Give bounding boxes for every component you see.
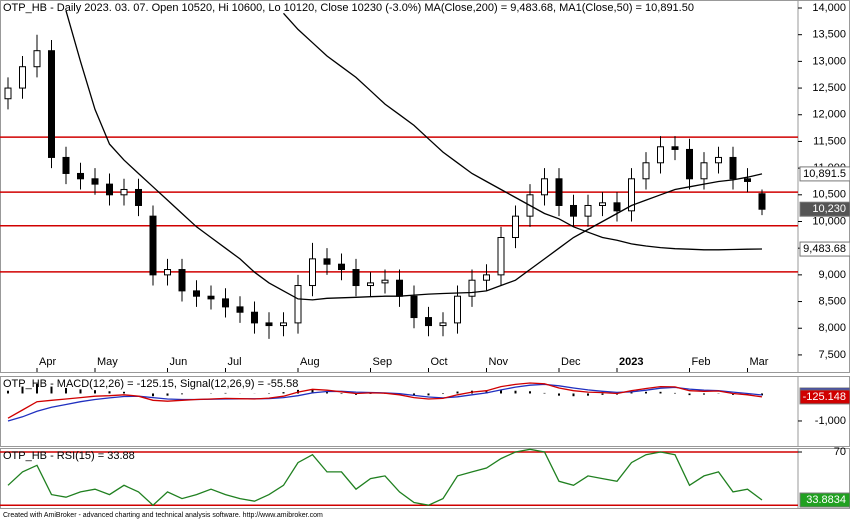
candle-body [570,204,577,217]
y-tick-label: 10,000 [812,215,846,227]
series-line [65,10,763,301]
end-label: -125.148 [803,391,846,403]
candle-body [106,183,113,196]
y-tick-label: 9,000 [818,269,846,281]
candle-body [541,178,548,196]
candle-body [657,146,664,164]
candle-body [33,50,41,68]
end-label: 10,230 [812,203,846,215]
x-tick-label: Aug [300,356,320,368]
candle-body [468,279,476,297]
candle-body [280,322,287,327]
candle-body [149,215,157,276]
x-tick-label: Jun [170,356,188,368]
end-label-box [799,166,850,182]
candle-body [77,172,84,180]
candle-body [729,156,737,180]
candle-body [700,162,708,180]
end-label-box [799,241,850,257]
y-tick-label: 12,000 [812,109,846,121]
y-tick-label: 70 [834,446,846,458]
candle-body [352,269,360,287]
x-tick-label: Mar [750,356,769,368]
candle-body [265,322,273,327]
candle-body [628,178,635,212]
y-tick-label: 14,000 [812,2,846,14]
candle-body [671,146,679,150]
y-tick-label: 11,500 [813,135,846,147]
candle-body [758,193,766,210]
candle-body [164,269,171,276]
x-tick-label: Apr [39,356,56,368]
end-label: 33.8834 [806,494,846,506]
x-tick-label: Jul [228,356,242,368]
candle-body [686,148,693,180]
panel-title: OTP_HB - Daily 2023. 03. 07. Open 10520,… [3,2,694,14]
y-tick-label: 8,500 [818,295,846,307]
y-tick-label: 7,500 [818,349,846,361]
panel-title: OTP_HB - RSI(15) = 33.88 [3,450,135,462]
y-tick-label: 13,500 [812,29,846,41]
x-tick-label: Sep [373,356,393,368]
candle-body [497,237,505,276]
candle-body [323,258,331,265]
x-tick-label: May [97,356,118,368]
candle-body [744,178,751,182]
candle-body [62,156,70,174]
panel-title: OTP_HB - MACD(12,26) = -125.15, Signal(1… [3,378,298,390]
x-tick-label: Nov [489,356,509,368]
y-tick-label: 10,500 [812,189,846,201]
x-tick-label: Oct [431,356,448,368]
candle-body [48,50,55,158]
end-label-box [799,201,850,217]
candle-body [454,295,461,324]
y-tick-label: -1,000 [815,415,846,427]
x-tick-label: Dec [561,356,581,368]
candle-body [222,298,229,308]
candle-body [483,274,490,281]
candle-body [120,188,128,196]
series-line [7,382,763,419]
candle-body [19,66,26,89]
series-line [283,12,763,251]
candle-body [599,202,606,206]
candle-body [135,188,142,206]
candle-body [178,269,186,292]
footer: Created with AmiBroker - advanced charti… [3,512,323,519]
candle-body [4,87,12,100]
y-tick-label: 8,000 [818,322,846,334]
candle-body [193,290,200,297]
candle-body [367,282,374,287]
y-tick-label: 13,000 [812,55,846,67]
candle-body [338,263,345,271]
candle-body [613,202,621,212]
end-label-box [799,389,850,405]
candle-body [642,162,650,180]
candle-body [251,311,258,324]
end-label-box [799,492,850,508]
x-tick-label: 2023 [619,356,643,368]
candle-body [207,295,215,300]
candle-body [309,258,316,287]
candle-body [439,322,447,327]
candle-body [91,178,99,185]
end-label: 10,891.5 [803,168,846,180]
candle-body [410,295,418,319]
candle-body [396,279,403,297]
x-tick-label: Feb [692,356,711,368]
y-tick-label: 12,500 [812,82,846,94]
candle-body [425,317,432,327]
candle-body [381,279,389,284]
candle-body [512,215,519,239]
candle-body [294,285,302,324]
series-line [7,448,763,507]
candle-body [584,204,592,217]
candle-body [236,306,244,313]
end-label: 9,483.68 [803,243,846,255]
candle-body [555,178,563,206]
candle-body [715,156,722,164]
